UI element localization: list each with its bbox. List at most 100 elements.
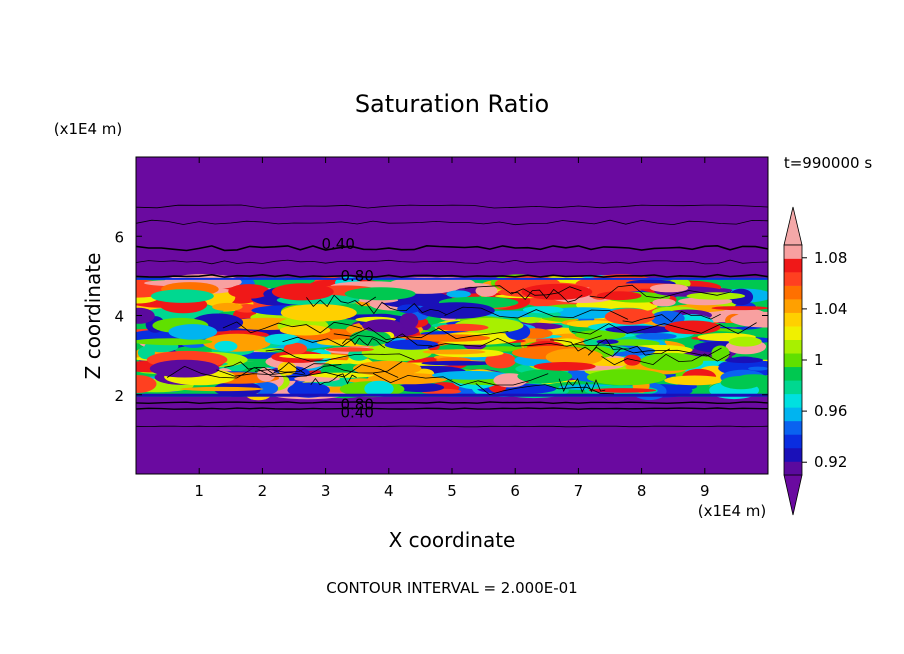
colorbar-under-arrow: [783, 474, 803, 516]
field-patch: [748, 366, 768, 371]
x-tick-label: 7: [574, 482, 584, 500]
y-units-label: (x1E4 m): [54, 120, 123, 138]
field-patch: [720, 376, 762, 390]
field-patch: [136, 375, 157, 393]
field-patch: [436, 323, 489, 332]
contour-line: [341, 337, 386, 349]
time-label: t=990000 s: [784, 154, 872, 172]
contour-line: [575, 344, 722, 357]
contour-line: [444, 306, 629, 320]
colorbar-swatch: [784, 312, 802, 327]
field-patch: [422, 349, 486, 355]
contour-line: [372, 373, 549, 387]
colorbar-swatch: [784, 461, 802, 476]
contour-labels: 0.400.800.800.40: [321, 235, 373, 421]
colorbar-swatch: [784, 447, 802, 462]
field-patch: [574, 330, 626, 340]
colorbar-swatch: [784, 366, 802, 381]
contour-line: [254, 361, 403, 374]
contour-line: [464, 285, 582, 296]
field-patch: [136, 307, 155, 324]
field-patch: [711, 306, 768, 311]
field-patch: [650, 283, 689, 293]
layer-bottom-band: [136, 393, 768, 397]
x-axis-label: X coordinate: [389, 528, 516, 552]
contour-line: [166, 364, 342, 379]
field-patch: [596, 291, 642, 301]
contour-line: [216, 364, 399, 378]
contour-line: [428, 335, 602, 348]
field-patch: [431, 370, 511, 380]
field-patch: [271, 283, 334, 301]
field-patch: [605, 325, 676, 334]
field-patch: [279, 324, 331, 336]
field-patch: [180, 386, 264, 392]
colorbar-tick-label: 0.96: [814, 402, 847, 420]
field-patch: [364, 380, 394, 397]
contour-line: [558, 377, 606, 393]
field-patch: [202, 333, 271, 352]
contour-line: [622, 310, 721, 323]
colorbar-swatch: [784, 420, 802, 435]
contour-line-040-lower: [136, 407, 768, 410]
field-patch: [212, 302, 243, 311]
y-tick-label: 4: [114, 308, 124, 326]
colorbar-swatch: [784, 285, 802, 300]
contour-line: [601, 353, 731, 366]
field-patch: [517, 369, 573, 384]
contour-line-080-lower: [136, 401, 768, 405]
contour-line: [282, 333, 433, 347]
field-patch: [724, 357, 764, 364]
field-patch: [652, 298, 676, 307]
colorbar-swatch: [784, 353, 802, 368]
contour-line: [136, 204, 768, 209]
x-units-label: (x1E4 m): [698, 502, 767, 520]
contour-lines: [136, 204, 768, 428]
field-patch: [151, 289, 214, 303]
contour-label: 0.40: [340, 404, 373, 422]
field-patch: [604, 308, 655, 325]
field-patch: [399, 312, 419, 329]
field-patch: [475, 284, 498, 297]
colorbar-swatch: [784, 339, 802, 354]
contour-line: [265, 348, 415, 362]
contour-label: 0.80: [340, 396, 373, 414]
colorbar-tick-label: 1.08: [814, 249, 847, 267]
contour-line: [136, 219, 768, 226]
colorbar-swatch: [784, 434, 802, 449]
field-patch: [168, 324, 218, 340]
colorbar-swatch: [784, 272, 802, 286]
contour-line: [222, 321, 363, 334]
colorbar-over-arrow: [783, 206, 803, 246]
contour-line: [587, 345, 670, 357]
contour-line-040-upper: [136, 244, 768, 252]
contour-line: [136, 425, 768, 428]
contour-line: [224, 361, 306, 374]
x-tick-label: 6: [510, 482, 520, 500]
contour-line: [550, 338, 621, 353]
colorbar-swatch: [784, 299, 802, 313]
field-patch: [711, 345, 730, 361]
field-patch: [280, 304, 357, 322]
y-tick-label: 6: [114, 228, 124, 246]
field-patch: [418, 277, 475, 290]
contour-line: [510, 288, 583, 303]
field-patch: [325, 347, 374, 352]
field-patch: [588, 388, 657, 393]
contour-label: 0.80: [340, 267, 373, 285]
contour-line: [589, 284, 732, 299]
colorbar-tick-label: 1: [814, 351, 824, 369]
y-axis-label: Z coordinate: [81, 253, 105, 380]
contour-line: [571, 322, 757, 335]
field-patch: [149, 359, 220, 378]
field-patch: [421, 360, 494, 366]
field-patch: [586, 369, 667, 386]
colorbar-swatch: [784, 326, 802, 341]
y-tick-label: 2: [114, 387, 124, 405]
field-patch: [664, 320, 721, 335]
field-patch: [264, 333, 300, 345]
colorbar-swatch: [784, 258, 802, 273]
field-patch: [686, 292, 746, 300]
contour-line: [136, 259, 768, 265]
